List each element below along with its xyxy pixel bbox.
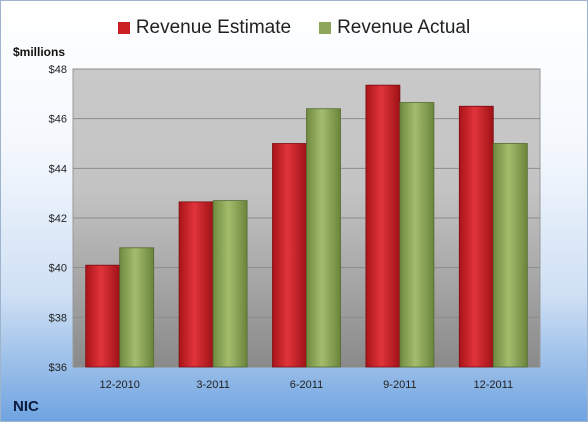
bar-revenue-actual	[119, 247, 155, 368]
x-tick-label: 6-2011	[290, 379, 323, 391]
legend-item-estimate: Revenue Estimate	[117, 17, 292, 39]
legend-label-actual: Revenue Actual	[337, 17, 471, 38]
y-tick-label: $36	[49, 362, 67, 374]
bar-revenue-estimate	[458, 105, 494, 368]
legend-item-actual: Revenue Actual	[319, 17, 470, 39]
company-label: NIC	[13, 398, 39, 415]
units-label: $millions	[13, 45, 66, 59]
x-tick-label: 3-2011	[196, 379, 229, 391]
bar-revenue-actual	[306, 108, 341, 368]
legend-swatch-actual	[319, 22, 332, 34]
x-tick-label: 9-2011	[383, 379, 416, 391]
bar-revenue-actual	[399, 102, 435, 368]
x-tick-labels: 12-2010 3-2011 6-2011 9-2011 12-2011	[100, 379, 514, 391]
y-tick-label: $40	[49, 263, 67, 275]
bar-revenue-estimate	[178, 201, 214, 368]
legend-label-estimate: Revenue Estimate	[135, 17, 292, 38]
x-tick-label: 12-2011	[474, 379, 514, 391]
bars	[85, 84, 528, 368]
y-tick-labels: $36 $38 $40 $42 $44 $46 $48	[49, 64, 67, 374]
legend: Revenue Estimate Revenue Actual	[1, 17, 587, 39]
bar-revenue-actual	[212, 200, 248, 368]
legend-swatch-estimate	[117, 22, 130, 34]
bar-revenue-estimate	[365, 84, 401, 368]
y-tick-label: $42	[49, 213, 67, 225]
y-tick-label: $44	[49, 163, 67, 175]
bar-revenue-estimate	[85, 264, 121, 368]
y-tick-label: $38	[49, 312, 67, 324]
bar-revenue-estimate	[272, 143, 307, 368]
x-tick-label: 12-2010	[100, 379, 140, 391]
y-tick-label: $48	[49, 64, 67, 76]
y-tick-label: $46	[49, 114, 67, 126]
bar-revenue-actual	[492, 143, 528, 368]
